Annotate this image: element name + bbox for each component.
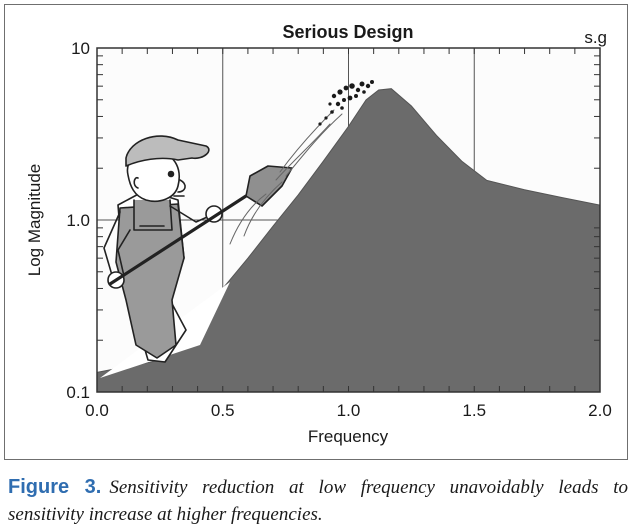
x-tick-label: 0.0 bbox=[85, 401, 109, 420]
corner-label: s.g bbox=[584, 28, 607, 47]
x-tick-label: 1.5 bbox=[462, 401, 486, 420]
axis-ticks: 0.0 0.5 1.0 1.5 2.0 0.1 1.0 10 bbox=[66, 39, 611, 420]
x-tick-label: 1.0 bbox=[337, 401, 361, 420]
shovel-man-illustration bbox=[100, 109, 343, 378]
caption-label: Figure 3. bbox=[8, 476, 102, 498]
chart-title: Serious Design bbox=[282, 22, 413, 42]
y-tick-label: 1.0 bbox=[66, 211, 90, 230]
x-tick-label: 0.5 bbox=[211, 401, 235, 420]
caption-text: Sensitivity reduction at low frequency u… bbox=[8, 477, 628, 525]
y-tick-label: 10 bbox=[71, 39, 90, 58]
dirt-particles bbox=[318, 80, 374, 126]
y-axis-label: Log Magnitude bbox=[25, 164, 44, 276]
y-tick-label: 0.1 bbox=[66, 383, 90, 402]
figure-caption: Figure 3. Sensitivity reduction at low fr… bbox=[8, 474, 628, 528]
x-axis-label: Frequency bbox=[308, 427, 389, 446]
chart: 0.0 0.5 1.0 1.5 2.0 0.1 1.0 10 Serious Design s… bbox=[25, 22, 612, 446]
x-tick-label: 2.0 bbox=[588, 401, 612, 420]
